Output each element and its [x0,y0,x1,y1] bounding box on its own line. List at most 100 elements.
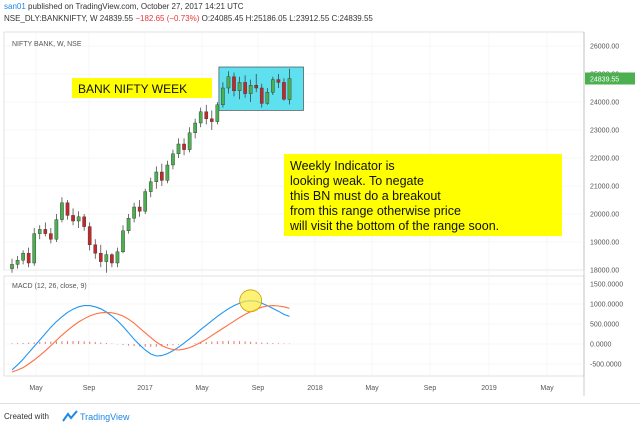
price-tick-label: 19000.00 [590,240,619,247]
price-tick-label: 20000.00 [590,212,619,219]
candle-body [104,254,109,262]
change-value: −182.65 (−0.73%) [135,14,200,23]
note-line: this BN must do a breakout [290,189,441,203]
last-price-tag [585,72,635,85]
candle-body [87,226,92,246]
chart-header: san01 published on TradingView.com, Octo… [0,0,640,26]
candle-body [60,202,64,220]
macd-tick-label: 500.0000 [590,322,619,329]
price-tick-label: 24000.00 [590,100,619,107]
candle-body [248,85,253,94]
time-tick-label: 2019 [481,385,497,392]
candle-body [171,153,175,166]
candle-body [32,233,36,264]
price-tick-label: 22000.00 [590,156,619,163]
candle-body [21,252,25,261]
macd-tick-label: 1500.0000 [590,282,623,289]
macd-highlight-circle [239,289,263,313]
publish-info: published on TradingView.com, October 27… [28,2,244,11]
price-tick-label: 23000.00 [590,128,619,135]
candle-body [165,164,170,181]
candle-body [76,216,81,222]
candle-body [265,91,270,104]
candle-body [254,85,259,89]
candle-body [271,79,275,93]
note-line: Weekly Indicator is [290,159,395,173]
candle-body [49,233,53,240]
candle-body [204,111,209,120]
macd-tick-label: 0.0000 [590,342,612,349]
time-tick-label: May [29,385,43,392]
candle-body [226,76,231,89]
price-tick-label: 21000.00 [590,184,619,191]
signal-line [11,305,290,373]
candle-body [82,216,86,227]
last-price-label: 24839.55 [590,76,619,83]
created-with: Created with [4,412,49,421]
note-line: will visit the bottom of the range soon. [289,219,499,233]
candle-body [121,230,125,253]
candle-body [10,264,14,269]
price-tick-label: 18000.00 [590,268,619,275]
candle-body [15,259,20,265]
candle-body [198,111,203,124]
time-tick-label: 2018 [307,385,323,392]
week-label: BANK NIFTY WEEK [78,82,187,96]
candle-body [237,82,242,92]
candle-body [143,191,148,212]
candle-body [282,82,286,100]
time-tick-label: Sep [424,385,437,392]
chart-canvas[interactable]: 26000.0025000.0024000.0023000.0022000.00… [0,26,640,403]
price-pane-title: NIFTY BANK, W, NSE [12,41,82,48]
candle-body [243,82,247,94]
week-label-box [72,78,212,98]
candle-body [132,206,136,219]
candle-body [276,79,281,83]
candle-body [259,87,264,104]
macd-tick-label: -500.0000 [590,362,622,369]
time-tick-label: Sep [252,385,265,392]
symbol-line: NSE_DLY:BANKNIFTY, W 24839.55 −182.65 (−… [4,14,373,23]
candle-body [182,143,186,150]
candle-body [126,217,131,231]
candle-body [287,78,292,100]
candle-body [221,87,225,105]
time-tick-label: 2017 [137,385,153,392]
publish-line: san01 published on TradingView.com, Octo… [4,2,244,11]
candle-body [54,219,59,240]
candle-body [65,202,70,216]
candle-body [160,171,164,181]
candle-body [37,229,42,234]
candle-body [176,143,181,155]
candle-body [215,104,220,122]
candle-body [43,229,48,234]
candle-body [232,76,236,91]
candle-body [26,252,31,264]
time-tick-label: May [365,385,379,392]
author-link[interactable]: san01 [4,2,26,11]
note-box [284,154,562,236]
candle-body [148,181,153,192]
macd-pane [3,275,585,377]
price-tick-label: 26000.00 [590,44,619,51]
time-tick-label: May [195,385,209,392]
candle-body [93,244,98,254]
symbol-info: NSE_DLY:BANKNIFTY, W 24839.55 [4,14,136,23]
candle-body [154,171,159,183]
note-line: from this range otherwise price [290,204,461,218]
candle-body [187,132,192,150]
candle-body [137,206,142,212]
tradingview-logo-icon [62,410,78,424]
time-tick-label: May [540,385,554,392]
macd-pane-title: MACD (12, 26, close, 9) [12,283,87,290]
macd-tick-label: 1000.0000 [590,302,623,309]
time-tick-label: Sep [83,385,96,392]
candle-body [115,251,120,264]
ohlc-info: O:24085.45 H:25186.05 L:23912.55 C:24839… [199,14,373,23]
candle-body [110,254,114,264]
candle-body [98,252,103,262]
tradingview-brand[interactable]: TradingView [80,412,130,422]
candle-body [209,118,214,122]
candle-body [71,215,75,222]
note-line: looking weak. To negate [290,174,424,188]
